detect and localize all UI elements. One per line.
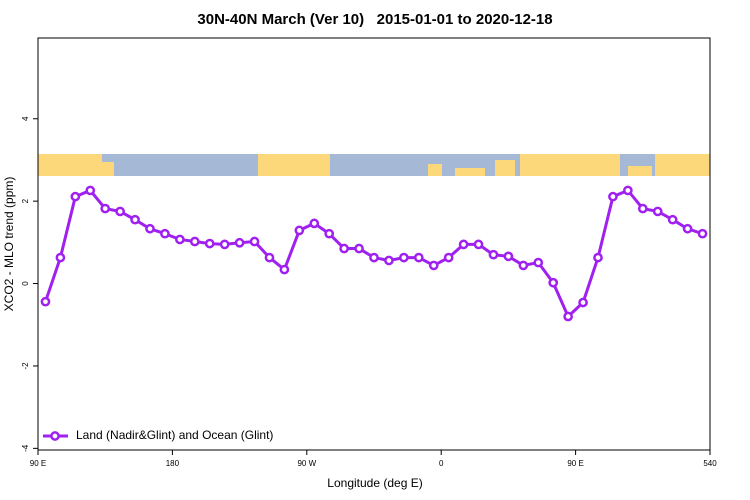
y-tick-label: 2 — [21, 198, 30, 203]
y-tick-label: 4 — [21, 116, 30, 121]
point — [413, 252, 424, 263]
x-tick-label: 0 — [439, 459, 444, 468]
point — [488, 249, 499, 260]
point — [428, 260, 439, 271]
x-tick-label: 180 — [166, 459, 180, 468]
point — [130, 214, 140, 225]
point — [70, 191, 81, 202]
point — [458, 239, 469, 250]
point — [652, 206, 663, 217]
point — [234, 237, 245, 248]
point — [697, 228, 708, 239]
point — [309, 218, 320, 229]
y-tick-label: -2 — [21, 362, 30, 370]
point — [563, 311, 573, 322]
point — [249, 236, 260, 247]
point — [518, 260, 529, 271]
point — [100, 203, 111, 214]
y-tick-label: 0 — [21, 281, 30, 286]
point — [443, 252, 454, 263]
point — [115, 206, 125, 217]
point — [682, 223, 693, 234]
point — [85, 185, 96, 196]
point — [608, 191, 618, 202]
point — [204, 238, 215, 249]
point — [503, 251, 514, 262]
point — [593, 252, 603, 263]
x-tick-label: 90 E — [30, 459, 46, 468]
point — [354, 243, 364, 254]
plot-frame — [37, 37, 711, 451]
point — [637, 203, 648, 214]
point — [55, 252, 66, 263]
point — [533, 257, 544, 268]
point — [473, 239, 484, 250]
legend-marker — [50, 431, 60, 441]
chart-title: 30N-40N March (Ver 10) 2015-01-01 to 202… — [197, 11, 552, 28]
point — [219, 239, 230, 250]
y-tick-label: -4 — [21, 444, 30, 452]
point — [264, 252, 275, 263]
point — [189, 236, 200, 247]
point — [279, 264, 290, 275]
point — [40, 296, 51, 307]
x-tick-label: 540 — [703, 459, 717, 468]
point — [324, 228, 335, 239]
point — [160, 228, 170, 239]
x-axis-label: Longitude (deg E) — [327, 476, 422, 490]
x-tick-label: 90 W — [297, 459, 316, 468]
point — [623, 185, 633, 196]
point — [384, 255, 394, 266]
y-axis-label: XCO2 - MLO trend (ppm) — [2, 177, 16, 312]
point — [667, 214, 678, 225]
point — [145, 223, 155, 234]
point — [399, 252, 409, 263]
legend-label: Land (Nadir&Glint) and Ocean (Glint) — [76, 428, 273, 442]
point — [294, 225, 305, 236]
point — [175, 234, 185, 245]
x-tick-label: 90 E — [567, 459, 583, 468]
point — [339, 243, 349, 254]
point — [548, 277, 559, 288]
point — [369, 252, 379, 263]
point — [578, 297, 588, 308]
map-strip — [38, 154, 710, 176]
